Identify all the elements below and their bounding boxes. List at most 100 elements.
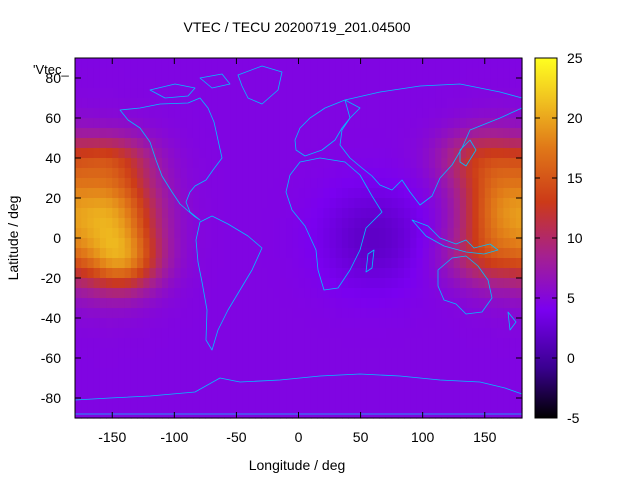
heatmap-cell — [447, 318, 455, 329]
heatmap-cell — [404, 348, 411, 359]
heatmap-cell — [137, 258, 144, 269]
heatmap-cell — [484, 398, 492, 409]
heatmap-cell — [503, 248, 511, 259]
heatmap-cell — [99, 168, 107, 179]
heatmap-cell — [211, 388, 219, 399]
heatmap-cell — [81, 68, 89, 79]
heatmap-cell — [497, 148, 504, 159]
heatmap-cell — [137, 198, 144, 209]
heatmap-cell — [192, 98, 200, 109]
heatmap-cell — [230, 318, 238, 329]
heatmap-cell — [354, 318, 362, 329]
heatmap-cell — [447, 188, 455, 199]
heatmap-cell — [304, 358, 312, 369]
heatmap-cell — [118, 298, 126, 309]
heatmap-cell — [317, 248, 324, 259]
heatmap-cell — [112, 388, 120, 399]
heatmap-cell — [422, 138, 430, 149]
heatmap-cell — [180, 248, 188, 259]
heatmap-cell — [199, 298, 206, 309]
heatmap-cell — [509, 168, 517, 179]
heatmap-cell — [168, 398, 175, 409]
heatmap-cell — [292, 338, 300, 349]
heatmap-cell — [497, 388, 504, 399]
heatmap-cell — [199, 288, 206, 299]
heatmap-cell — [428, 218, 436, 229]
heatmap-cell — [503, 178, 511, 189]
heatmap-cell — [242, 328, 250, 339]
heatmap-cell — [255, 128, 262, 139]
heatmap-cell — [217, 368, 225, 379]
heatmap-cell — [348, 218, 355, 229]
x-axis: -150 -100 -50 0 50 100 150 — [98, 58, 497, 445]
heatmap-cell — [329, 58, 337, 69]
heatmap-cell — [472, 338, 480, 349]
heatmap-cell — [99, 308, 107, 319]
heatmap-cell — [211, 358, 219, 369]
heatmap-cell — [366, 268, 374, 279]
heatmap-cell — [286, 98, 293, 109]
heatmap-cell — [99, 178, 107, 189]
heatmap-cell — [410, 128, 418, 139]
heatmap-cell — [93, 138, 101, 149]
heatmap-cell — [137, 98, 144, 109]
heatmap-cell — [199, 88, 206, 99]
heatmap-cell — [373, 268, 380, 279]
heatmap-cell — [329, 158, 337, 169]
heatmap-cell — [478, 238, 486, 249]
heatmap-cell — [149, 338, 157, 349]
heatmap-cell — [137, 188, 144, 199]
heatmap-cell — [286, 408, 293, 419]
heatmap-cell — [348, 338, 355, 349]
heatmap-cell — [217, 228, 225, 239]
heatmap-cell — [87, 58, 95, 69]
heatmap-cell — [466, 138, 473, 149]
heatmap-cell — [490, 298, 498, 309]
heatmap-cell — [279, 218, 287, 229]
heatmap-cell — [397, 298, 405, 309]
heatmap-cell — [149, 128, 157, 139]
heatmap-cell — [341, 388, 349, 399]
heatmap-cell — [360, 228, 368, 239]
heatmap-cell — [515, 158, 523, 169]
heatmap-cell — [422, 338, 430, 349]
heatmap-cell — [211, 398, 219, 409]
heatmap-cell — [404, 168, 411, 179]
heatmap-cell — [354, 398, 362, 409]
heatmap-cell — [441, 348, 449, 359]
heatmap-cell — [428, 188, 436, 199]
heatmap-cell — [416, 368, 424, 379]
heatmap-cell — [298, 168, 306, 179]
heatmap-cell — [87, 348, 95, 359]
heatmap-cell — [180, 78, 188, 89]
heatmap-cell — [205, 408, 213, 419]
heatmap-cell — [99, 218, 107, 229]
heatmap-cell — [472, 358, 480, 369]
heatmap-cell — [112, 288, 120, 299]
heatmap-cell — [248, 228, 256, 239]
heatmap-cell — [447, 58, 455, 69]
heatmap-cell — [81, 228, 89, 239]
heatmap-cell — [441, 88, 449, 99]
heatmap-cell — [180, 258, 188, 269]
heatmap-cell — [335, 288, 343, 299]
heatmap-cell — [428, 238, 436, 249]
heatmap-cell — [391, 348, 399, 359]
heatmap-cell — [497, 278, 504, 289]
heatmap-cell — [497, 268, 504, 279]
heatmap-cell — [484, 148, 492, 159]
heatmap-cell — [360, 378, 368, 389]
heatmap-cell — [168, 358, 175, 369]
heatmap-cell — [286, 238, 293, 249]
heatmap-cell — [329, 338, 337, 349]
heatmap-cell — [149, 318, 157, 329]
heatmap-cell — [124, 198, 132, 209]
heatmap-cell — [484, 88, 492, 99]
heatmap-cell — [180, 108, 188, 119]
heatmap-cell — [161, 348, 169, 359]
heatmap-cell — [242, 248, 250, 259]
heatmap-cell — [335, 58, 343, 69]
heatmap-cell — [255, 388, 262, 399]
heatmap-cell — [205, 348, 213, 359]
heatmap-cell — [248, 138, 256, 149]
